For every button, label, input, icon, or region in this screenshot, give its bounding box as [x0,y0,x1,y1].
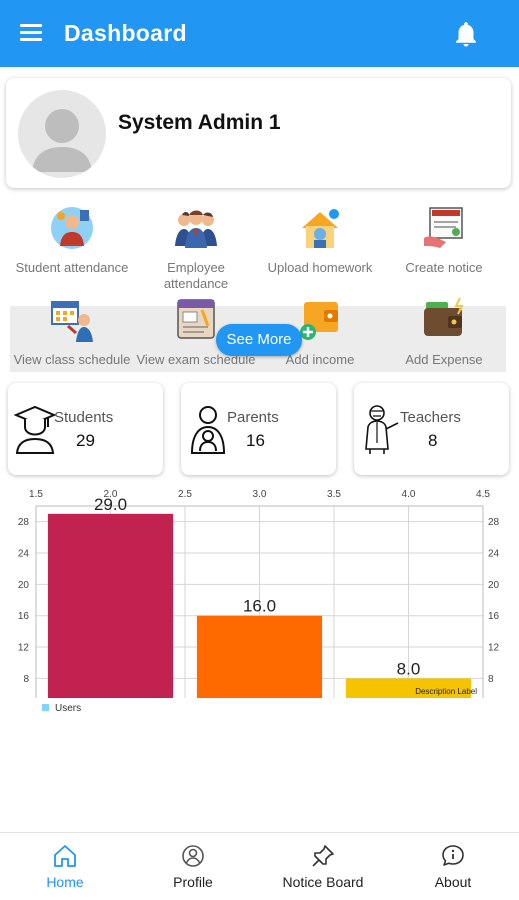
bar-value-label: 29.0 [94,495,127,514]
action-view-exam-schedule[interactable]: View exam schedule [134,296,258,370]
y-tick-label-left: 20 [18,580,30,591]
y-tick-label-right: 16 [488,611,500,622]
pin-icon [312,845,334,867]
action-label: Add income [285,352,355,367]
x-tick-label: 4.5 [476,489,490,500]
x-tick-label: 2.0 [104,489,118,500]
upload-homework-icon [302,209,339,248]
menu-icon[interactable] [20,24,42,42]
page-title: Dashboard [64,20,187,46]
stat-label: Teachers [400,409,461,426]
y-tick-label-left: 12 [18,643,30,654]
action-student-attendance[interactable]: Student attendance [10,204,134,276]
action-label: View class schedule [13,352,131,367]
stat-card-teachers[interactable]: Teachers 8 [354,383,509,475]
notification-bell-icon[interactable] [451,18,481,50]
bar-value-label: 16.0 [243,597,276,616]
stat-card-students[interactable]: Students 29 [8,383,163,475]
stat-label: Parents [227,409,279,426]
action-label: Employee attendance [163,260,229,291]
profile-icon [182,845,204,867]
nav-label: Notice Board [282,874,364,890]
x-tick-label: 2.5 [178,489,192,500]
teacher-icon [365,405,399,454]
exam-schedule-icon [177,299,215,339]
see-more-button[interactable]: See More [216,324,302,356]
legend-label: Users [55,703,81,714]
action-employee-attendance[interactable]: Employee attendance [134,204,258,292]
stat-value: 29 [76,431,95,450]
y-tick-label-left: 28 [18,517,30,528]
avatar-placeholder-icon [32,109,92,172]
avatar [18,90,106,178]
parent-icon [190,406,226,454]
add-income-icon [300,302,338,340]
x-tick-label: 3.5 [327,489,341,500]
y-tick-label-right: 12 [488,643,500,654]
x-tick-label: 1.5 [29,489,43,500]
nav-profile[interactable]: Profile [128,833,258,900]
create-notice-icon [424,207,463,248]
action-label: Student attendance [15,260,129,275]
stat-value: 8 [428,431,438,450]
quick-actions-grid: Student attendance Employee attendance U… [0,196,519,372]
action-label: Create notice [405,260,483,275]
nav-label: About [434,874,472,890]
student-attendance-icon [51,207,93,249]
nav-home[interactable]: Home [0,833,130,900]
class-schedule-icon [51,301,93,342]
chart-description: Description Label [415,687,477,696]
users-bar-chart: 1.5 2.0 2.5 3.0 3.5 4.0 4.5 8 8 12 12 16 16 20 20 24 24 2… [18,489,500,714]
bottom-navigation: Home Profile Notice Board About [0,832,519,900]
legend-swatch [42,704,49,711]
bar [196,615,323,698]
action-label: Upload homework [267,260,373,275]
y-tick-label-right: 28 [488,517,500,528]
action-label: View exam schedule [136,352,256,367]
action-upload-homework[interactable]: Upload homework [258,204,382,276]
add-expense-icon [424,297,464,336]
action-add-expense[interactable]: Add Expense [382,296,506,368]
bar [47,513,174,698]
stat-label: Students [54,409,114,426]
nav-label: Profile [173,874,213,890]
y-tick-label-left: 24 [18,549,30,560]
bar-value-label: 8.0 [397,659,421,678]
stat-value: 16 [246,431,265,450]
y-tick-label-left: 8 [23,674,29,685]
x-tick-label: 3.0 [253,489,267,500]
nav-label: Home [46,874,84,890]
y-tick-label-right: 24 [488,549,500,560]
profile-card[interactable]: System Admin 1 [6,78,511,188]
about-icon [442,845,464,866]
action-view-class-schedule[interactable]: View class schedule [10,296,134,370]
y-tick-label-right: 8 [488,674,494,685]
nav-about[interactable]: About [388,833,518,900]
action-add-income[interactable]: Add income [258,296,382,368]
graduate-icon [14,405,56,454]
action-create-notice[interactable]: Create notice [382,204,506,276]
y-tick-label-left: 16 [18,611,30,622]
x-tick-label: 4.0 [402,489,416,500]
stat-card-parents[interactable]: Parents 16 [181,383,336,475]
nav-notice-board[interactable]: Notice Board [258,833,388,900]
app-bar: Dashboard [0,0,519,67]
profile-name: System Admin 1 [118,111,281,134]
bar [345,678,472,698]
employee-attendance-icon [175,210,217,248]
action-label: Add Expense [405,352,483,367]
home-icon [54,845,76,867]
y-tick-label-right: 20 [488,580,500,591]
